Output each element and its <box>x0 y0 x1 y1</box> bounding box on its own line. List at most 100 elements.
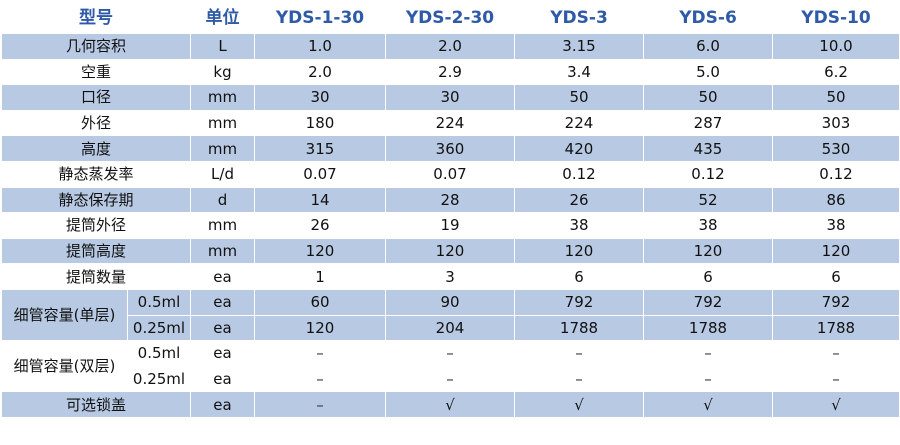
cell-value: 10.0 <box>772 33 900 60</box>
row-unit: ea <box>190 340 255 367</box>
cell-value: 1 <box>254 263 386 290</box>
cell-value: 530 <box>772 135 900 162</box>
cell-value: 360 <box>385 135 515 162</box>
header-model-1: YDS-1-30 <box>254 1 386 34</box>
straw-single-label: 细管容量(单层) <box>1 288 128 342</box>
row-label: 口径 <box>1 84 191 111</box>
cell-value: – <box>643 365 773 393</box>
cell-value: 120 <box>254 237 386 265</box>
cell-value: – <box>254 340 386 367</box>
check-mark: √ <box>385 391 515 418</box>
cell-value: 792 <box>772 288 900 316</box>
cell-value: – <box>385 340 515 367</box>
cell-value: 6 <box>643 263 773 290</box>
cell-value: 3 <box>385 263 515 290</box>
cell-value: – <box>772 340 900 367</box>
cell-value: 1788 <box>772 314 900 342</box>
cell-value: – <box>514 365 644 393</box>
cell-value: 0.12 <box>643 160 773 188</box>
row-unit: mm <box>190 212 255 239</box>
cell-value: – <box>385 365 515 393</box>
row-unit: L/d <box>190 160 255 188</box>
table-row: 几何容积 L 1.0 2.0 3.15 6.0 10.0 <box>1 33 900 60</box>
header-row: 型号 单位 YDS-1-30 YDS-2-30 YDS-3 YDS-6 YDS-… <box>1 1 900 34</box>
header-model-4: YDS-6 <box>643 1 773 34</box>
cell-value: 180 <box>254 109 386 137</box>
row-label: 高度 <box>1 135 191 162</box>
cell-value: 6 <box>772 263 900 290</box>
cell-value: 120 <box>254 314 386 342</box>
row-label: 空重 <box>1 58 191 86</box>
cell-value: 315 <box>254 135 386 162</box>
row-unit: L <box>190 33 255 60</box>
row-unit: mm <box>190 109 255 137</box>
header-model-5: YDS-10 <box>772 1 900 34</box>
cell-value: 224 <box>514 109 644 137</box>
row-unit: ea <box>190 314 255 342</box>
row-unit: ea <box>190 365 255 393</box>
header-model-2: YDS-2-30 <box>385 1 515 34</box>
cell-value: 50 <box>772 84 900 111</box>
cell-value: 0.12 <box>514 160 644 188</box>
table-row: 细管容量(单层) 0.5ml ea 60 90 792 792 792 <box>1 288 900 342</box>
cell-value: 1788 <box>514 314 644 342</box>
cell-value: 28 <box>385 186 515 214</box>
row-label: 外径 <box>1 109 191 137</box>
row-label: 提筒高度 <box>1 237 191 265</box>
cell-value: 2.0 <box>254 58 386 86</box>
cell-value: – <box>772 365 900 393</box>
row-unit: mm <box>190 135 255 162</box>
cell-value: – <box>254 365 386 393</box>
row-unit: ea <box>190 288 255 316</box>
row-unit: d <box>190 186 255 214</box>
straw-size: 0.5ml <box>127 288 191 316</box>
cell-value: 120 <box>643 237 773 265</box>
cell-value: 30 <box>385 84 515 111</box>
row-label: 可选锁盖 <box>1 391 191 418</box>
row-label: 静态保存期 <box>1 186 191 214</box>
cell-value: – <box>643 340 773 367</box>
straw-size: 0.5ml <box>127 340 191 367</box>
cell-value: 0.12 <box>772 160 900 188</box>
row-unit: mm <box>190 84 255 111</box>
table-row: 外径 mm 180 224 224 287 303 <box>1 109 900 137</box>
cell-value: 50 <box>514 84 644 111</box>
cell-value: 26 <box>514 186 644 214</box>
cell-value: – <box>514 340 644 367</box>
cell-value: 26 <box>254 212 386 239</box>
table-row: 静态保存期 d 14 28 26 52 86 <box>1 186 900 214</box>
cell-value: 90 <box>385 288 515 316</box>
cell-value: 14 <box>254 186 386 214</box>
cell-value: 30 <box>254 84 386 111</box>
cell-value: 2.0 <box>385 33 515 60</box>
row-label: 提筒外径 <box>1 212 191 239</box>
header-model-3: YDS-3 <box>514 1 644 34</box>
cell-value: 86 <box>772 186 900 214</box>
cell-value: 120 <box>385 237 515 265</box>
cell-value: 52 <box>643 186 773 214</box>
cell-value: 435 <box>643 135 773 162</box>
row-unit: kg <box>190 58 255 86</box>
cell-value: 50 <box>643 84 773 111</box>
row-unit: ea <box>190 391 255 418</box>
table-row: 高度 mm 315 360 420 435 530 <box>1 135 900 162</box>
table-row: 0.25ml ea 120 204 1788 1788 1788 <box>2 314 900 342</box>
cell-value: 60 <box>254 288 386 316</box>
check-mark: √ <box>643 391 773 418</box>
table-row: 提筒外径 mm 26 19 38 38 38 <box>1 212 900 239</box>
straw-double-label: 细管容量(双层) <box>1 340 128 393</box>
table-row: 可选锁盖 ea – √ √ √ √ <box>1 391 900 418</box>
cell-value: 120 <box>772 237 900 265</box>
cell-value: 38 <box>514 212 644 239</box>
cell-value: 1.0 <box>254 33 386 60</box>
cell-value: 3.4 <box>514 58 644 86</box>
cell-value: 224 <box>385 109 515 137</box>
row-label: 几何容积 <box>1 33 191 60</box>
cell-value: 5.0 <box>643 58 773 86</box>
table-row: 口径 mm 30 30 50 50 50 <box>1 84 900 111</box>
table-row: 0.25ml ea – – – – – <box>2 365 900 393</box>
cell-value: 38 <box>643 212 773 239</box>
cell-value: 1788 <box>643 314 773 342</box>
cell-value: 2.9 <box>385 58 515 86</box>
cell-value: 420 <box>514 135 644 162</box>
